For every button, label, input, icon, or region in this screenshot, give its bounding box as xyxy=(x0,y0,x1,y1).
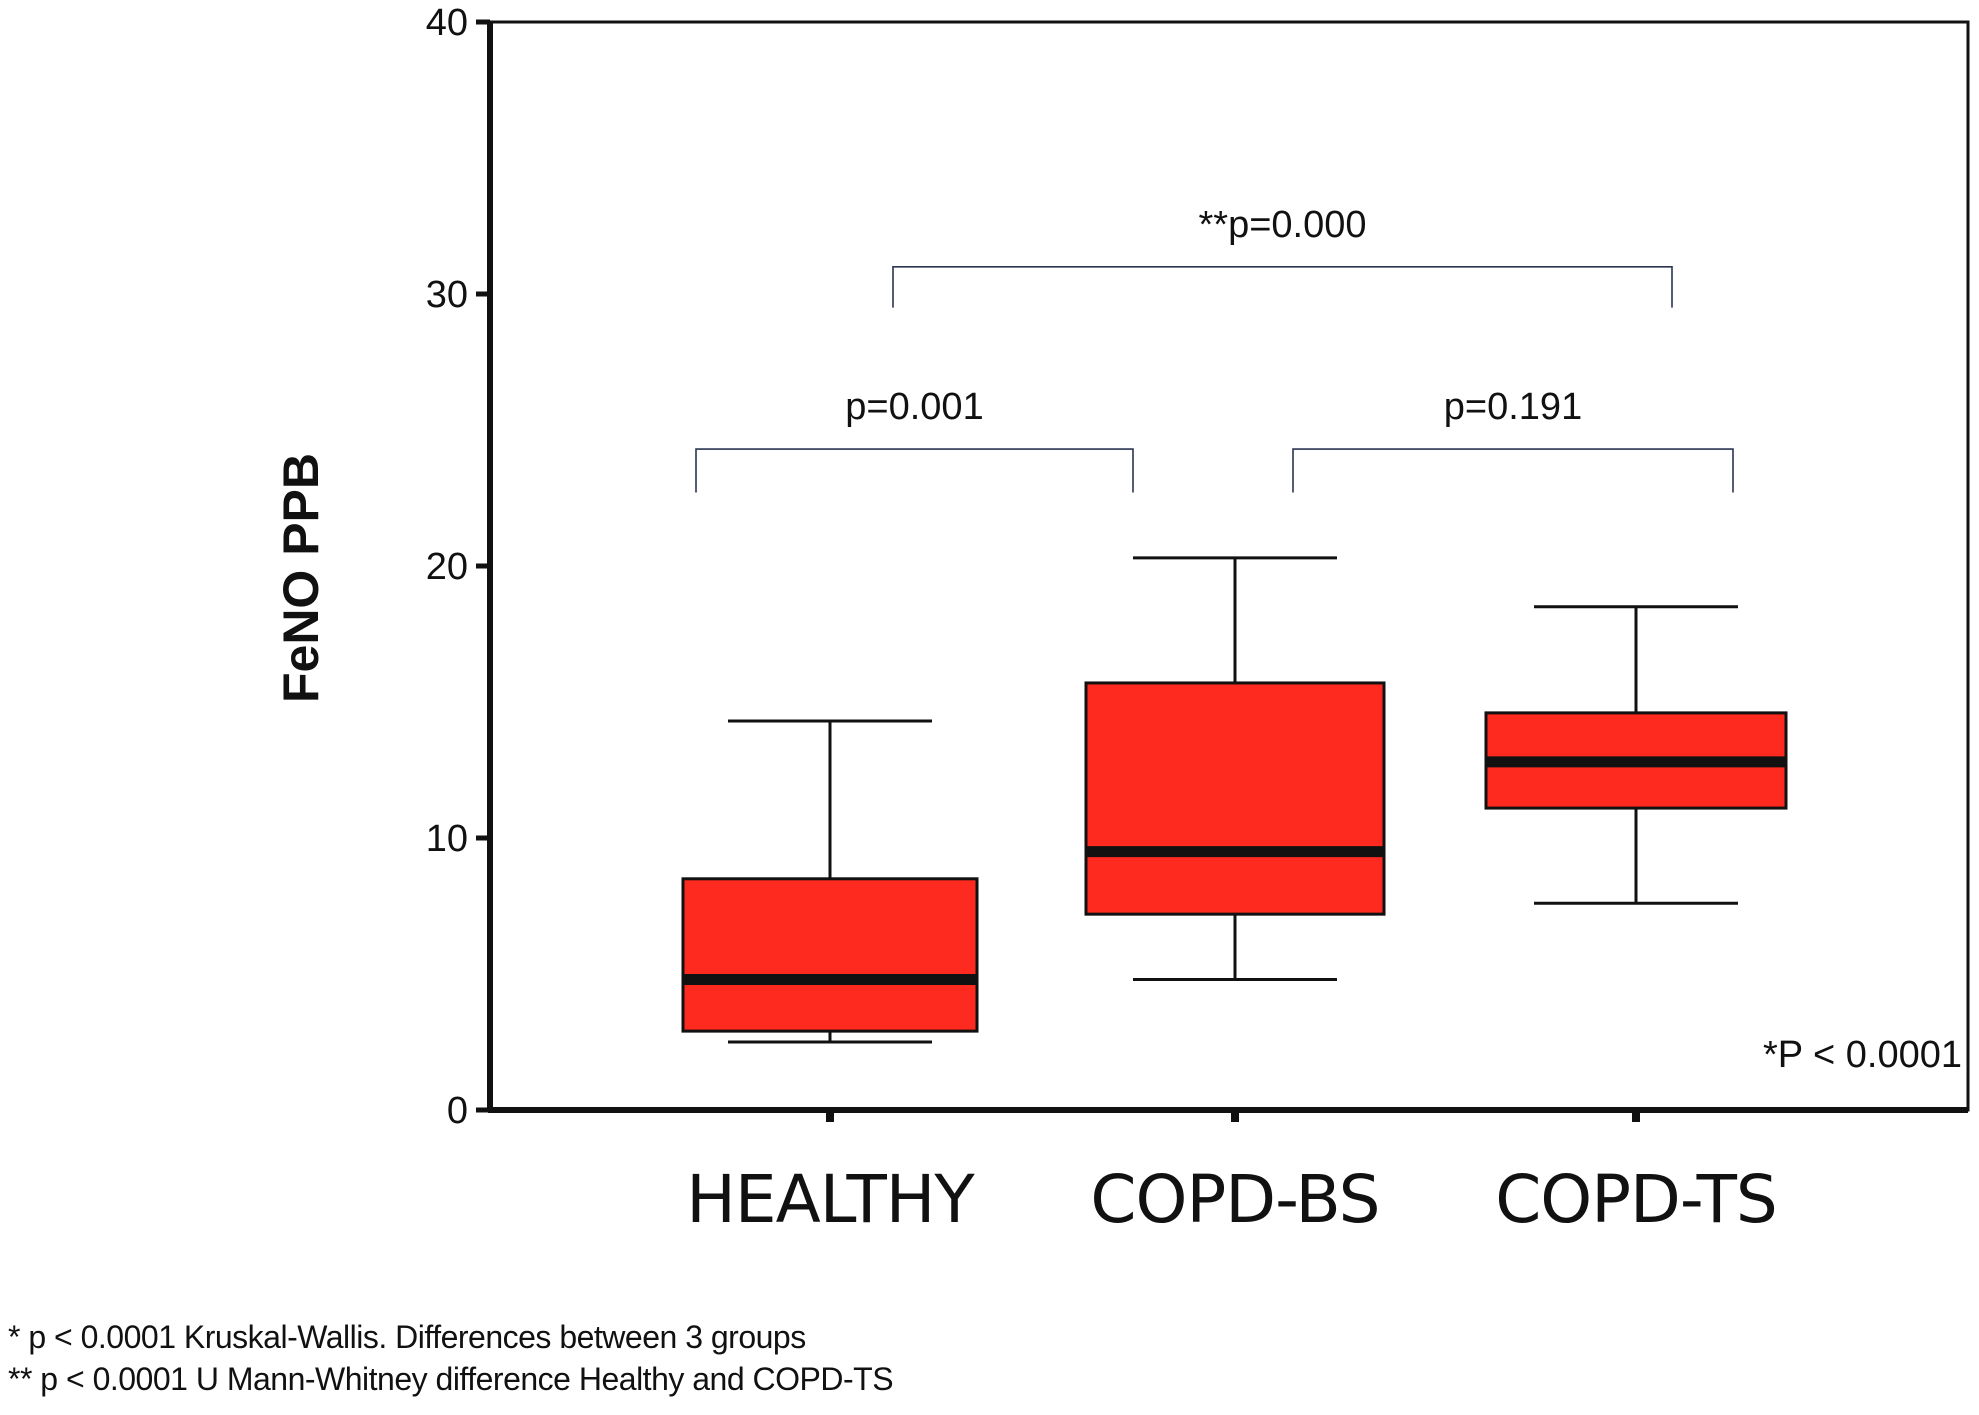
feno-boxplot-chart: 0 10 20 30 40 **p=0.000 p=0.001 p=0.191 HEALTH… xyxy=(273,2,1970,1238)
footnote-kruskal-wallis: * p < 0.0001 Kruskal-Wallis. Differences… xyxy=(8,1319,806,1355)
bracket-label-copd-bs-vs-copd-ts: p=0.191 xyxy=(1444,386,1582,428)
x-tick-label-copd-ts: COPD-TS xyxy=(1495,1161,1777,1238)
footnotes: * p < 0.0001 Kruskal-Wallis. Differences… xyxy=(8,1316,894,1400)
y-axis-label: FeNO PPB xyxy=(273,453,329,703)
y-tick-label-30: 30 xyxy=(426,274,468,316)
bracket-line-healthy-vs-copd-ts xyxy=(892,266,1673,308)
bracket-line-copd-bs-vs-copd-ts xyxy=(1292,448,1734,493)
bracket-healthy-vs-copd-ts: **p=0.000 xyxy=(892,204,1673,308)
iqr-box-healthy xyxy=(681,877,979,1033)
iqr-box-copd-bs xyxy=(1084,681,1386,916)
y-axis: 0 10 20 30 40 xyxy=(426,2,490,1132)
y-tick-label-20: 20 xyxy=(426,546,468,588)
y-tick-label-10: 10 xyxy=(426,818,468,860)
overall-p-annotation: *P < 0.0001 xyxy=(1763,1034,1962,1076)
footnote-mann-whitney: ** p < 0.0001 U Mann-Whitney difference … xyxy=(8,1361,894,1397)
box-copd-bs xyxy=(1084,556,1386,981)
x-tick-label-copd-bs: COPD-BS xyxy=(1090,1161,1379,1238)
bracket-copd-bs-vs-copd-ts: p=0.191 xyxy=(1292,386,1734,493)
bracket-label-healthy-vs-copd-bs: p=0.001 xyxy=(845,386,983,428)
box-copd-ts xyxy=(1484,605,1788,905)
box-series xyxy=(681,556,1788,1044)
bracket-line-healthy-vs-copd-bs xyxy=(695,448,1134,493)
comparison-brackets: **p=0.000 p=0.001 p=0.191 xyxy=(695,204,1734,493)
y-tick-label-40: 40 xyxy=(426,2,468,44)
x-tick-label-healthy: HEALTHY xyxy=(686,1161,975,1238)
box-healthy xyxy=(681,719,979,1044)
bracket-label-healthy-vs-copd-ts: **p=0.000 xyxy=(1199,204,1367,246)
bracket-healthy-vs-copd-bs: p=0.001 xyxy=(695,386,1134,493)
y-tick-label-0: 0 xyxy=(447,1090,468,1132)
x-axis-labels: HEALTHY COPD-BS COPD-TS xyxy=(686,1110,1778,1238)
